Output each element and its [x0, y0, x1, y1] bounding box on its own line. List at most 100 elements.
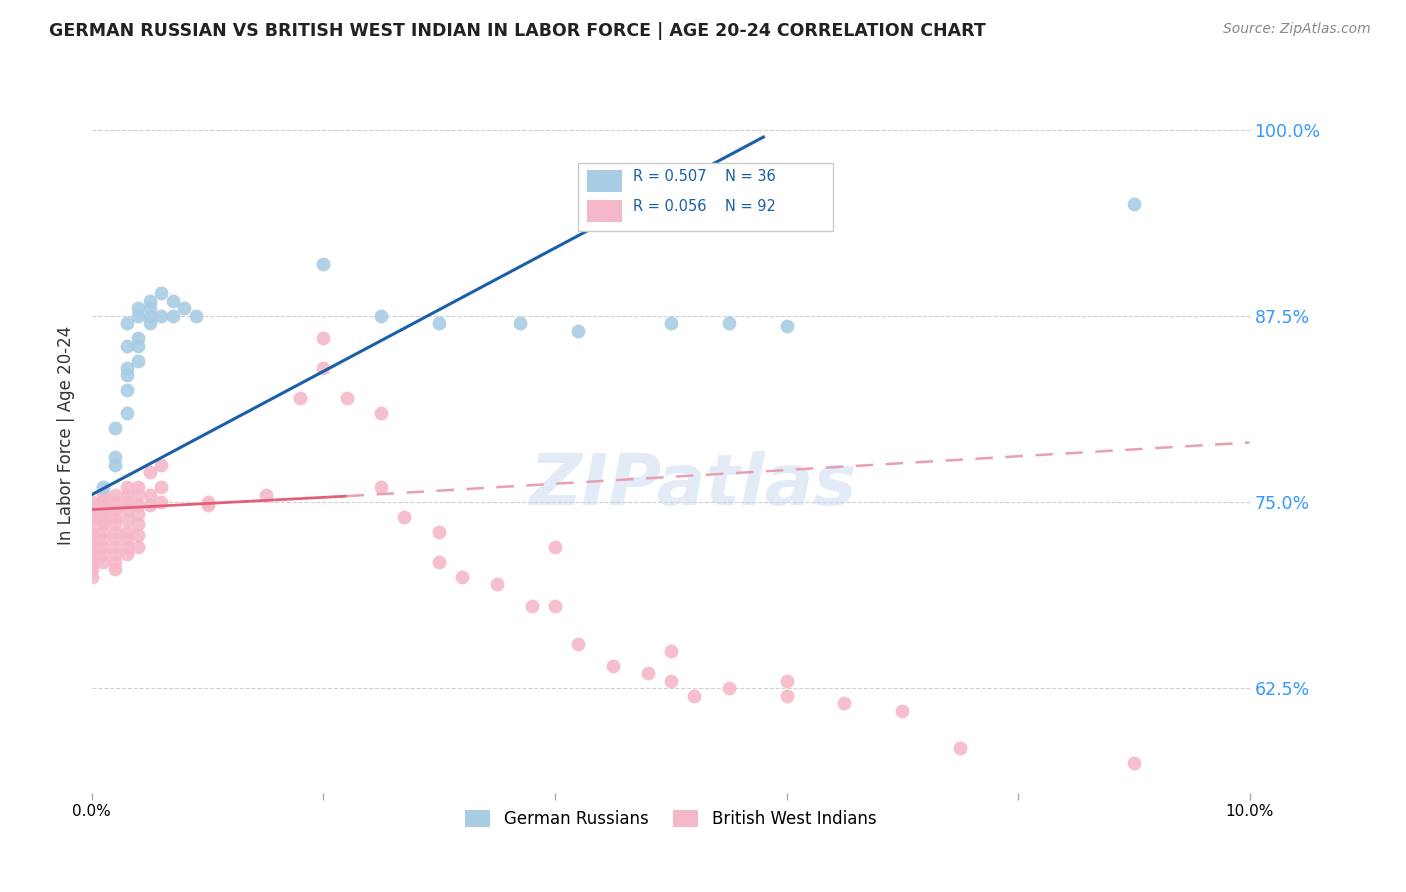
Point — [80, 542, 103, 557]
Point — [127, 331, 149, 345]
Point — [427, 555, 450, 569]
Point — [104, 540, 127, 554]
Point — [80, 528, 103, 542]
Point — [659, 673, 682, 688]
Point — [162, 309, 184, 323]
Point — [127, 301, 149, 316]
Point — [104, 488, 127, 502]
Point — [127, 517, 149, 532]
Point — [80, 547, 103, 561]
Point — [1122, 197, 1144, 211]
Point — [394, 510, 416, 524]
Point — [949, 741, 972, 756]
Point — [544, 540, 567, 554]
Text: ZIPatlas: ZIPatlas — [530, 450, 858, 520]
Point — [93, 524, 115, 539]
Point — [173, 301, 195, 316]
Y-axis label: In Labor Force | Age 20-24: In Labor Force | Age 20-24 — [58, 326, 75, 545]
Point — [93, 488, 115, 502]
Point — [127, 540, 149, 554]
Point — [139, 309, 162, 323]
Point — [312, 361, 335, 376]
Point — [93, 507, 115, 521]
Point — [544, 599, 567, 614]
Point — [104, 510, 127, 524]
Point — [139, 488, 162, 502]
Point — [80, 510, 103, 524]
Point — [80, 569, 103, 583]
Point — [1122, 756, 1144, 770]
Point — [486, 577, 509, 591]
Point — [115, 495, 138, 509]
Point — [104, 495, 127, 509]
Point — [115, 540, 138, 554]
Point — [115, 406, 138, 420]
Point — [567, 637, 589, 651]
Text: GERMAN RUSSIAN VS BRITISH WEST INDIAN IN LABOR FORCE | AGE 20-24 CORRELATION CHA: GERMAN RUSSIAN VS BRITISH WEST INDIAN IN… — [49, 22, 986, 40]
Point — [509, 316, 531, 330]
Point — [115, 316, 138, 330]
Point — [290, 391, 312, 405]
Point — [150, 480, 173, 494]
Point — [104, 420, 127, 434]
Point — [834, 696, 856, 710]
Point — [150, 495, 173, 509]
Point — [93, 540, 115, 554]
Point — [184, 309, 207, 323]
Point — [150, 309, 173, 323]
Point — [602, 659, 624, 673]
Legend: German Russians, British West Indians: German Russians, British West Indians — [458, 803, 883, 834]
Point — [115, 513, 138, 527]
FancyBboxPatch shape — [578, 163, 832, 231]
Point — [104, 533, 127, 547]
Point — [104, 502, 127, 516]
Point — [80, 558, 103, 572]
Point — [80, 537, 103, 551]
Point — [115, 533, 138, 547]
Point — [93, 480, 115, 494]
Point — [104, 450, 127, 465]
Point — [127, 338, 149, 352]
Point — [427, 524, 450, 539]
Point — [139, 301, 162, 316]
Point — [127, 480, 149, 494]
Point — [115, 524, 138, 539]
Point — [683, 689, 706, 703]
FancyBboxPatch shape — [588, 201, 621, 222]
Point — [775, 319, 797, 334]
Point — [370, 406, 392, 420]
Point — [80, 524, 103, 539]
Point — [115, 338, 138, 352]
Point — [104, 458, 127, 472]
Point — [775, 673, 797, 688]
Point — [254, 488, 277, 502]
Point — [717, 316, 740, 330]
Point — [80, 531, 103, 545]
Point — [717, 681, 740, 696]
Point — [80, 513, 103, 527]
Point — [659, 316, 682, 330]
Point — [80, 533, 103, 548]
Point — [104, 555, 127, 569]
Point — [520, 599, 543, 614]
Point — [93, 513, 115, 527]
Point — [93, 492, 115, 507]
Point — [127, 309, 149, 323]
FancyBboxPatch shape — [588, 170, 621, 192]
Point — [370, 480, 392, 494]
Point — [93, 498, 115, 512]
Point — [93, 555, 115, 569]
Point — [335, 391, 357, 405]
Point — [115, 547, 138, 561]
Point — [312, 331, 335, 345]
Point — [115, 502, 138, 516]
Point — [752, 167, 775, 181]
Point — [127, 507, 149, 521]
Point — [150, 286, 173, 301]
Point — [115, 480, 138, 494]
Point — [891, 704, 914, 718]
Point — [752, 212, 775, 227]
Point — [637, 666, 659, 681]
Point — [775, 689, 797, 703]
Text: R = 0.507    N = 36: R = 0.507 N = 36 — [633, 169, 775, 184]
